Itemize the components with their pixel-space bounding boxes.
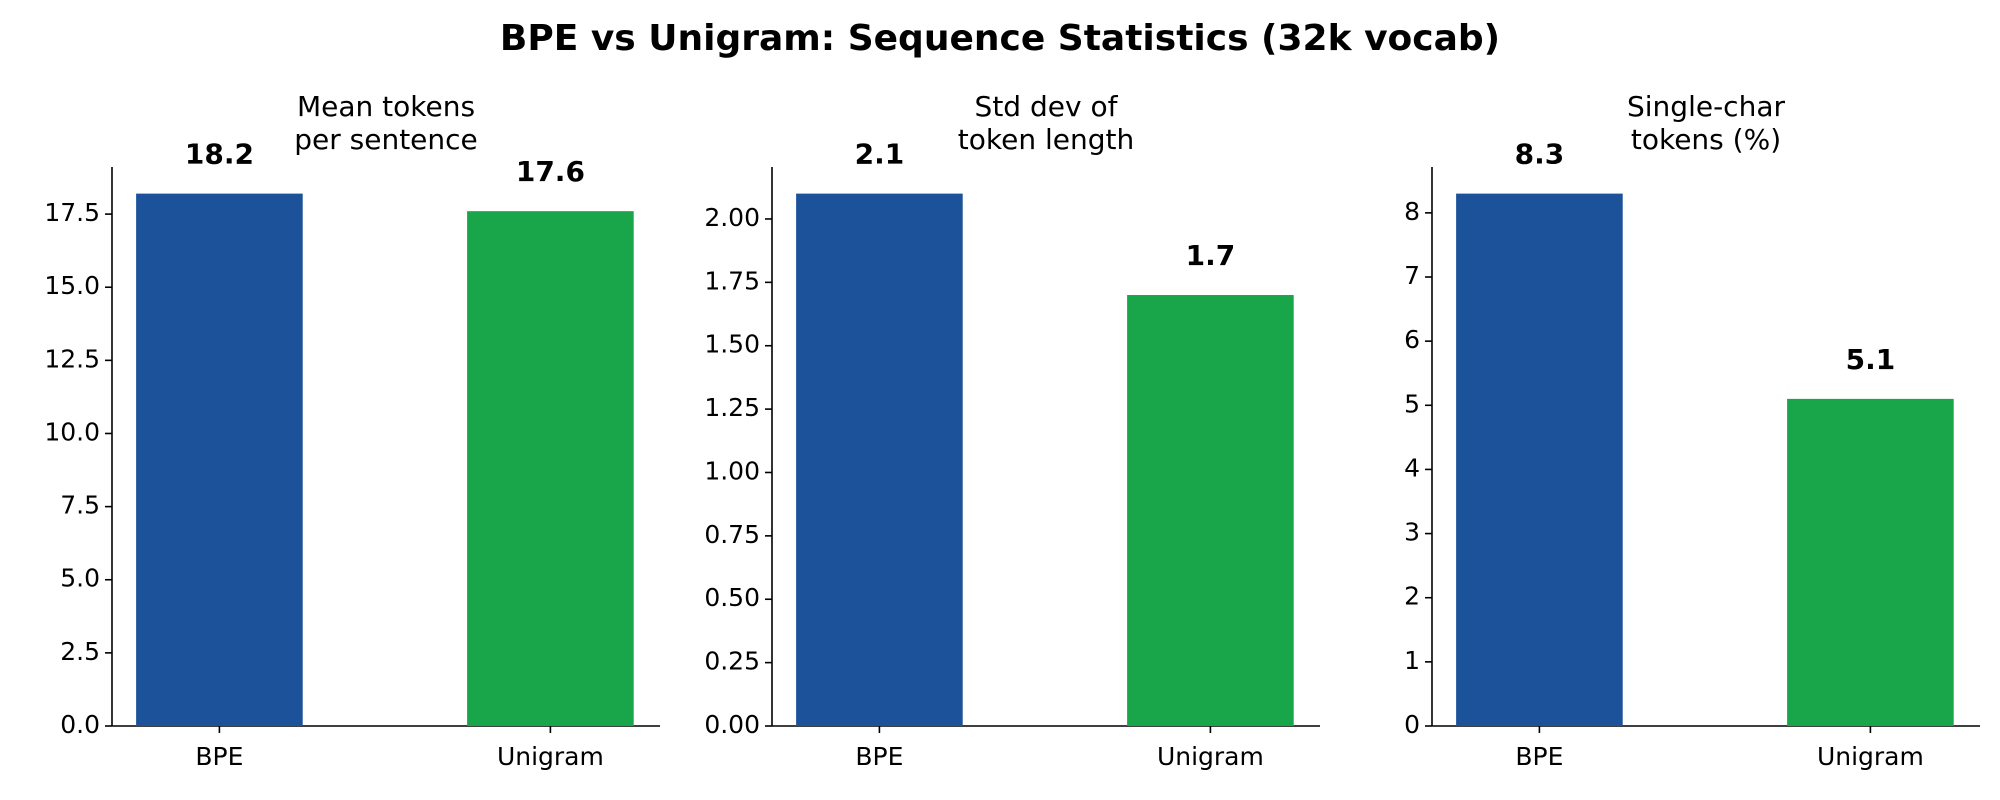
y-tick-label: 8 bbox=[1404, 197, 1420, 226]
bar bbox=[136, 193, 303, 727]
y-tick-label: 7 bbox=[1404, 261, 1420, 290]
value-label: 18.2 bbox=[185, 138, 254, 171]
y-tick-label: 3 bbox=[1404, 518, 1420, 547]
x-tick-label: BPE bbox=[1515, 742, 1563, 771]
x-tick-label: BPE bbox=[855, 742, 903, 771]
y-tick-label: 17.5 bbox=[44, 198, 100, 227]
y-tick-label: 1.50 bbox=[704, 330, 760, 359]
subplot-title: Std dev of bbox=[975, 90, 1119, 123]
y-tick-label: 12.5 bbox=[44, 344, 100, 373]
y-tick-label: 0.00 bbox=[704, 710, 760, 739]
y-tick-label: 2.5 bbox=[60, 637, 100, 666]
bar bbox=[1127, 295, 1294, 726]
x-tick-label: BPE bbox=[195, 742, 243, 771]
y-tick-label: 5.0 bbox=[60, 564, 100, 593]
subplot-title: Single-char bbox=[1627, 90, 1785, 123]
y-tick-label: 1.00 bbox=[704, 456, 760, 485]
y-tick-label: 2 bbox=[1404, 582, 1420, 611]
x-tick-label: Unigram bbox=[1817, 742, 1924, 771]
y-tick-label: 0.50 bbox=[704, 583, 760, 612]
value-label: 2.1 bbox=[855, 138, 905, 171]
x-tick-label: Unigram bbox=[497, 742, 604, 771]
y-tick-label: 4 bbox=[1404, 453, 1420, 482]
bar bbox=[467, 211, 634, 727]
bar bbox=[1456, 193, 1623, 727]
subplot-title: tokens (%) bbox=[1631, 123, 1781, 156]
y-tick-label: 0.25 bbox=[704, 647, 760, 676]
y-tick-label: 0 bbox=[1404, 710, 1420, 739]
y-tick-label: 1 bbox=[1404, 646, 1420, 675]
x-tick-label: Unigram bbox=[1157, 742, 1264, 771]
y-tick-label: 1.25 bbox=[704, 393, 760, 422]
value-label: 8.3 bbox=[1515, 138, 1565, 171]
subplot-title: Mean tokens bbox=[297, 90, 475, 123]
figure-title: BPE vs Unigram: Sequence Statistics (32k… bbox=[500, 18, 1500, 59]
value-label: 5.1 bbox=[1846, 343, 1896, 376]
value-label: 17.6 bbox=[516, 155, 585, 188]
y-tick-label: 7.5 bbox=[60, 491, 100, 520]
y-tick-label: 1.75 bbox=[704, 266, 760, 295]
y-tick-label: 0.0 bbox=[60, 710, 100, 739]
y-tick-label: 6 bbox=[1404, 325, 1420, 354]
y-tick-label: 2.00 bbox=[704, 203, 760, 232]
bar bbox=[796, 193, 963, 727]
y-tick-label: 10.0 bbox=[44, 417, 100, 446]
y-tick-label: 15.0 bbox=[44, 271, 100, 300]
subplot-title: token length bbox=[958, 123, 1134, 156]
y-tick-label: 5 bbox=[1404, 389, 1420, 418]
y-tick-label: 0.75 bbox=[704, 520, 760, 549]
subplot-title: per sentence bbox=[294, 123, 478, 156]
value-label: 1.7 bbox=[1186, 239, 1236, 272]
bar bbox=[1787, 398, 1954, 726]
